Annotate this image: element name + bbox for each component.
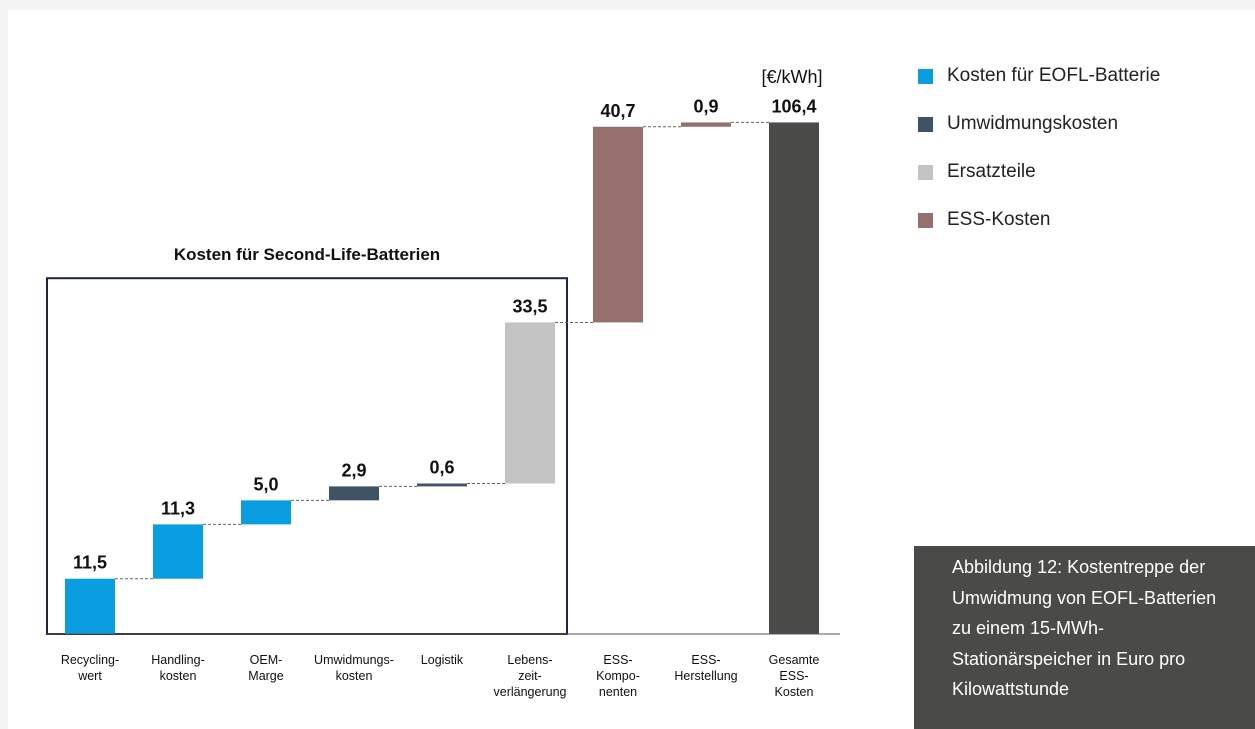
- category-label: Handling-: [151, 653, 205, 667]
- category-label: ESS-: [779, 669, 808, 683]
- bar-value-label: 2,9: [341, 460, 366, 480]
- category-label: Kompo-: [596, 669, 640, 683]
- bar-value-label: 11,3: [161, 498, 195, 518]
- category-label: Lebens-: [507, 653, 552, 667]
- unit-label: [€/kWh]: [761, 67, 822, 87]
- legend: Kosten für EOFL-Batterie Umwidmungskoste…: [918, 64, 1160, 256]
- second-life-group-label: Kosten für Second-Life-Batterien: [174, 245, 440, 264]
- bar-value-label: 5,0: [253, 474, 278, 494]
- legend-swatch-ersatzteile: [918, 164, 933, 180]
- legend-item-ess: ESS-Kosten: [918, 208, 1160, 232]
- bar: [681, 122, 731, 127]
- category-label: Logistik: [421, 653, 464, 667]
- legend-label-umwidmung: Umwidmungskosten: [947, 113, 1119, 134]
- category-label: Gesamte: [769, 653, 820, 667]
- category-label: OEM-: [250, 653, 283, 667]
- bar-value-label: 40,7: [600, 101, 635, 121]
- category-label: Kosten: [775, 685, 814, 699]
- second-life-group-box: [46, 277, 568, 635]
- category-label: kosten: [336, 669, 373, 683]
- bar: [769, 122, 819, 634]
- category-label: zeit-: [518, 669, 542, 683]
- legend-swatch-eofl: [918, 68, 933, 84]
- category-label: Recycling-: [61, 653, 119, 667]
- figure-caption: Abbildung 12: Kostentreppe der Umwidmung…: [914, 546, 1255, 729]
- bar-value-label: 0,9: [693, 96, 718, 116]
- waterfall-chart: Kosten für Second-Life-Batterien 11,5 11,3…: [46, 67, 840, 699]
- category-label: kosten: [160, 669, 197, 683]
- bar: [153, 524, 203, 579]
- category-label: Herstellung: [674, 669, 737, 683]
- category-label: wert: [77, 669, 102, 683]
- bar: [417, 483, 467, 487]
- category-label: verlängerung: [494, 685, 567, 699]
- category-label: ESS-: [691, 653, 720, 667]
- legend-item-ersatzteile: Ersatzteile: [918, 160, 1160, 184]
- bar: [65, 578, 115, 634]
- category-label: Marge: [248, 669, 283, 683]
- category-label: ESS-: [603, 653, 632, 667]
- legend-label-ess: ESS-Kosten: [947, 209, 1051, 230]
- bar-value-label: 33,5: [512, 296, 547, 316]
- category-label: nenten: [599, 685, 637, 699]
- bar: [329, 486, 379, 501]
- legend-label-eofl: Kosten für EOFL-Batterie: [947, 65, 1161, 86]
- legend-item-umwidmung: Umwidmungskosten: [918, 112, 1160, 136]
- bar-value-label: 106,4: [771, 96, 816, 116]
- bar-value-label: 11,5: [73, 553, 107, 573]
- bar: [593, 126, 643, 323]
- bar: [505, 322, 555, 484]
- legend-swatch-ess: [918, 212, 933, 228]
- legend-swatch-umwidmung: [918, 116, 933, 132]
- category-label: Umwidmungs-: [314, 653, 394, 667]
- bar-value-label: 0,6: [429, 458, 454, 478]
- legend-item-eofl: Kosten für EOFL-Batterie: [918, 64, 1160, 88]
- legend-label-ersatzteile: Ersatzteile: [947, 161, 1036, 182]
- bar: [241, 500, 291, 525]
